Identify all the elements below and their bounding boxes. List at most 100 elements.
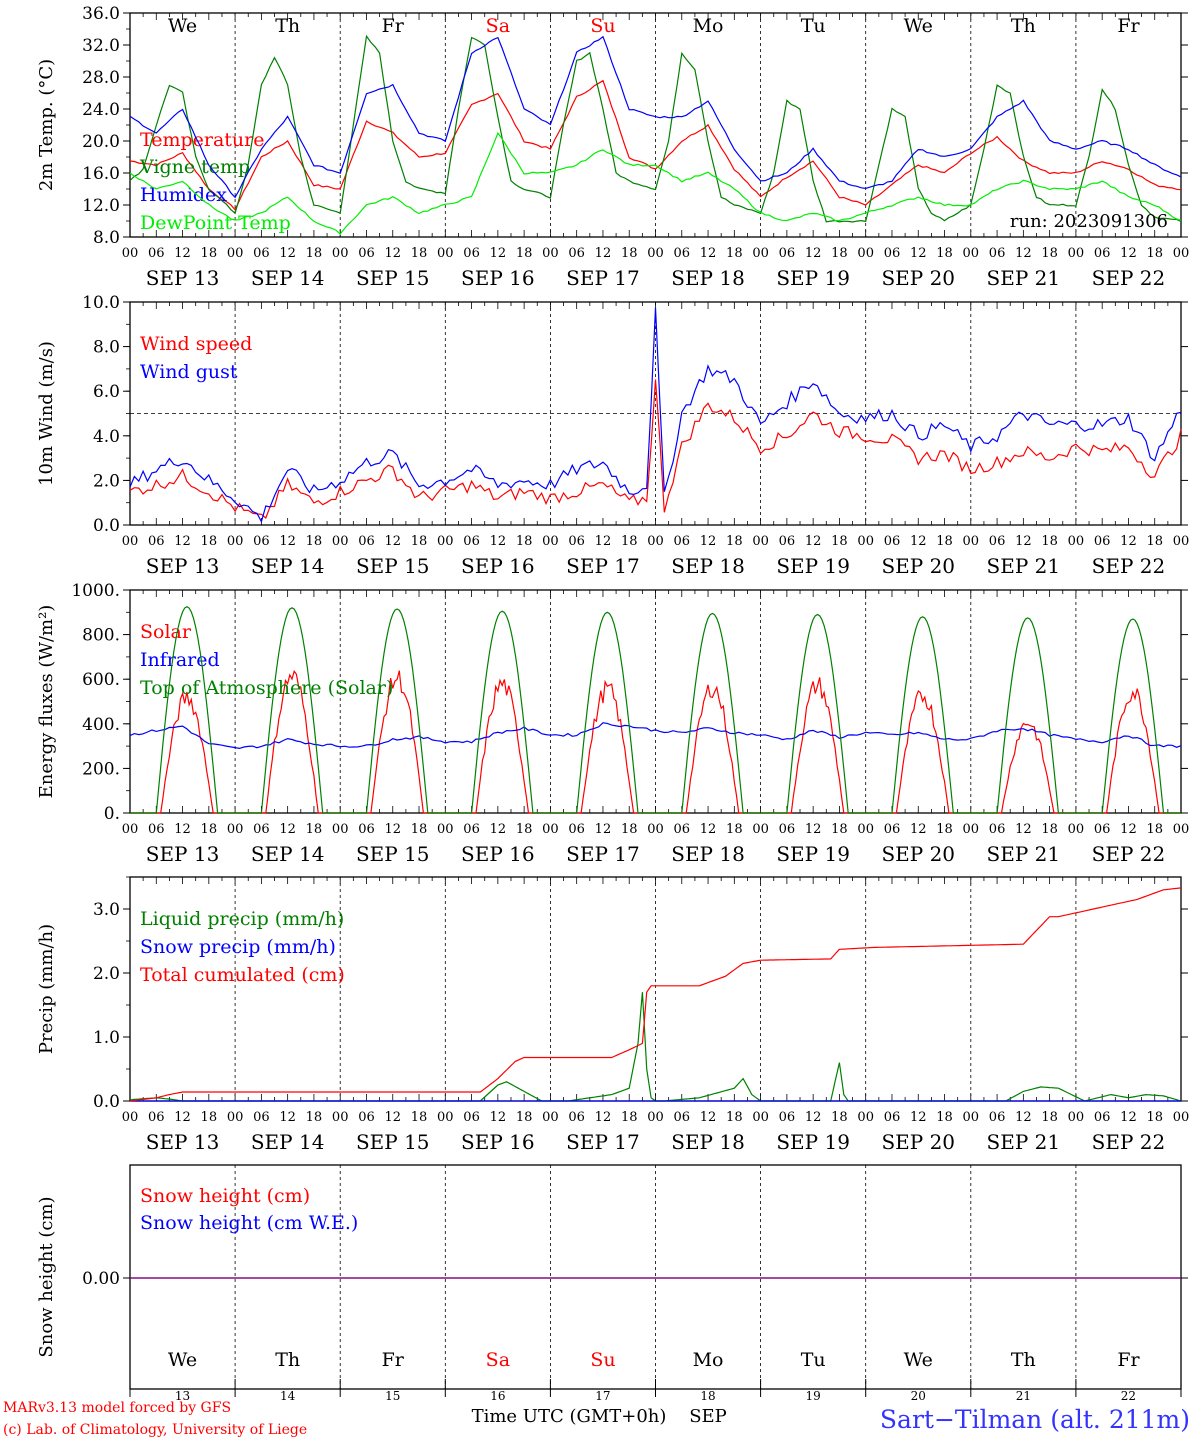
series-wind-speed	[129, 379, 1182, 520]
hour-label: 18	[1041, 822, 1058, 837]
day-number: 21	[1016, 1389, 1031, 1403]
legend-snow-precip-mm-h: Snow precip (mm/h)	[140, 936, 336, 958]
hour-label: 06	[884, 534, 901, 549]
hour-label: 18	[306, 1110, 323, 1125]
hour-label: 18	[936, 246, 953, 261]
hour-label: 12	[1120, 534, 1137, 549]
day-name: Su	[590, 15, 615, 37]
date-label: SEP 21	[987, 554, 1061, 578]
hour-label: 06	[463, 246, 480, 261]
hour-label: 00	[857, 1110, 874, 1125]
date-label: SEP 17	[566, 554, 640, 578]
y-tick-label: 2.0	[93, 471, 120, 491]
y-tick-label: 1.0	[93, 1028, 120, 1048]
hour-label: 12	[1015, 822, 1032, 837]
hour-label: 12	[910, 246, 927, 261]
xaxis-title: Time UTC (GMT+0h)	[472, 1406, 667, 1427]
hour-label: 12	[174, 1110, 191, 1125]
hour-label: 18	[201, 246, 218, 261]
y-tick-label: 12.0	[82, 196, 120, 216]
hour-label: 06	[989, 534, 1006, 549]
date-label: SEP 14	[251, 1130, 325, 1154]
hour-label: 06	[148, 822, 165, 837]
hour-label: 18	[1146, 534, 1163, 549]
y-tick-label: 600.	[82, 670, 120, 690]
hour-label: 06	[884, 1110, 901, 1125]
y-tick-label: 0.0	[93, 1092, 120, 1112]
date-label: SEP 15	[356, 554, 430, 578]
series-wind-gust	[129, 307, 1182, 524]
hour-label: 06	[779, 822, 796, 837]
legend-dewpoint-temp: DewPoint Temp	[140, 212, 291, 234]
legend-wind-speed: Wind speed	[140, 333, 252, 355]
hour-label: 12	[490, 246, 507, 261]
hour-label: 18	[1146, 246, 1163, 261]
legend-top-of-atmosphere-solar: Top of Atmosphere (Solar)	[140, 677, 393, 699]
series-total-cumulated-cm	[129, 887, 1182, 1102]
hour-label: 00	[227, 822, 244, 837]
hour-label: 18	[831, 822, 848, 837]
date-label: SEP 20	[881, 842, 955, 866]
y-axis-label: 10m Wind (m/s)	[36, 341, 57, 486]
series-dewpoint-temp	[129, 131, 1182, 235]
legend-snow-height-cm-w-e: Snow height (cm W.E.)	[140, 1212, 358, 1234]
hour-label: 18	[1146, 822, 1163, 837]
month-label: SEP	[689, 1406, 727, 1427]
date-label: SEP 20	[881, 1130, 955, 1154]
legend-infrared: Infrared	[140, 649, 220, 671]
date-label: SEP 21	[987, 1130, 1061, 1154]
hour-label: 12	[384, 534, 401, 549]
hour-label: 00	[1173, 246, 1190, 261]
hour-label: 12	[1015, 246, 1032, 261]
hour-label: 18	[831, 1110, 848, 1125]
date-label: SEP 13	[146, 1130, 220, 1154]
station-label: Sart−Tilman (alt. 211m)	[880, 1405, 1190, 1434]
hour-label: 12	[700, 246, 717, 261]
date-label: SEP 17	[566, 1130, 640, 1154]
date-label: SEP 20	[881, 554, 955, 578]
date-label: SEP 22	[1092, 842, 1166, 866]
hour-label: 06	[1094, 534, 1111, 549]
y-axis-label: Energy fluxes (W/m²)	[36, 605, 57, 799]
legend-total-cumulated-cm: Total cumulated (cm)	[140, 964, 345, 986]
y-tick-label: 10.0	[82, 293, 120, 313]
hour-label: 06	[148, 534, 165, 549]
hour-label: 12	[700, 534, 717, 549]
hour-label: 06	[779, 246, 796, 261]
hour-label: 12	[1120, 1110, 1137, 1125]
y-tick-label: 20.0	[82, 132, 120, 152]
hour-label: 18	[621, 246, 638, 261]
hour-label: 12	[279, 822, 296, 837]
y-tick-label: 0.	[104, 804, 120, 824]
hour-label: 12	[805, 1110, 822, 1125]
hour-label: 06	[253, 1110, 270, 1125]
hour-label: 12	[595, 1110, 612, 1125]
hour-label: 12	[384, 822, 401, 837]
hour-label: 18	[831, 246, 848, 261]
date-label: SEP 22	[1092, 554, 1166, 578]
date-label: SEP 18	[671, 266, 745, 290]
date-label: SEP 15	[356, 266, 430, 290]
hour-label: 00	[647, 534, 664, 549]
day-name: Th	[1011, 1349, 1036, 1371]
date-label: SEP 16	[461, 266, 535, 290]
hour-label: 06	[674, 534, 691, 549]
hour-label: 06	[253, 534, 270, 549]
hour-label: 00	[752, 246, 769, 261]
hour-label: 00	[122, 534, 139, 549]
hour-label: 00	[963, 246, 980, 261]
hour-label: 00	[227, 534, 244, 549]
legend-wind-gust: Wind gust	[140, 361, 238, 383]
hour-label: 18	[516, 822, 533, 837]
hour-label: 00	[1173, 822, 1190, 837]
hour-label: 12	[805, 534, 822, 549]
y-tick-label: 1000.	[71, 581, 120, 601]
hour-label: 12	[1120, 246, 1137, 261]
legend-liquid-precip-mm-h: Liquid precip (mm/h)	[140, 908, 344, 930]
hour-label: 06	[674, 1110, 691, 1125]
date-label: SEP 19	[776, 266, 850, 290]
day-number: 20	[911, 1389, 926, 1403]
hour-label: 06	[148, 246, 165, 261]
hour-label: 12	[1015, 534, 1032, 549]
